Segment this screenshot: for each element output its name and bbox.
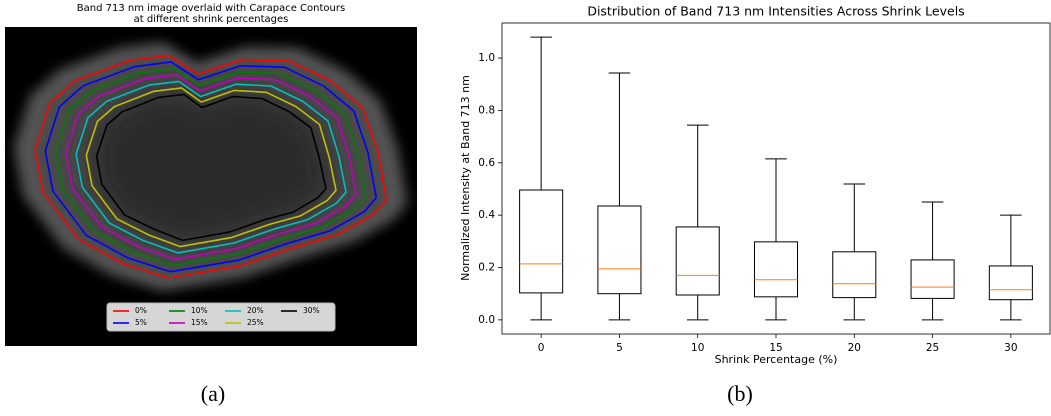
- y-tick-label: 0.6: [478, 157, 495, 169]
- x-tick-label: 30: [1004, 342, 1017, 354]
- panel-a-title: at different shrink percentages: [134, 14, 289, 25]
- contour: [44, 61, 378, 273]
- x-tick-label: 5: [616, 342, 623, 354]
- x-axis-label: Shrink Percentage (%): [715, 353, 838, 366]
- shell-inner: [88, 89, 335, 246]
- contour: [34, 54, 388, 279]
- y-tick-label: 0.4: [478, 209, 495, 221]
- box: [910, 259, 955, 299]
- contour: [85, 87, 337, 248]
- legend-box: [106, 302, 336, 332]
- box: [519, 189, 564, 294]
- x-tick-label: 20: [848, 342, 861, 354]
- panel-b-title: Distribution of Band 713 nm Intensities …: [587, 4, 964, 19]
- x-tick-label: 25: [926, 342, 939, 354]
- legend-label: 10%: [191, 306, 208, 315]
- contour: [75, 80, 347, 254]
- plot: 0.0 0.2 0.4 0.6 0.8 1.0 0 5 10 15 20 25 30: [478, 22, 1051, 354]
- legend-label: 15%: [191, 318, 208, 327]
- y-tick-label: 0.2: [478, 262, 495, 274]
- contour: [95, 93, 327, 242]
- y-axis-label: Normalized Intensity at Band 713 nm: [459, 75, 472, 281]
- legend-label: 5%: [135, 318, 147, 327]
- box: [753, 241, 799, 298]
- caption: (b): [727, 381, 753, 406]
- x-tick-label: 10: [691, 342, 704, 354]
- box: [597, 205, 642, 295]
- y-tick-label: 1.0: [478, 52, 495, 64]
- contour: [65, 74, 357, 260]
- legend-label: 30%: [303, 306, 320, 315]
- box: [675, 226, 720, 296]
- legend-label: 20%: [247, 306, 264, 315]
- y-tick-label: 0.8: [478, 104, 495, 116]
- box: [832, 251, 877, 299]
- panel-a-title: Band 713 nm image overlaid with Carapace…: [77, 3, 345, 14]
- image: 0% 5% 10% 15% 20% 25% 30%: [13, 42, 408, 332]
- box: [988, 265, 1033, 301]
- legend-label: 25%: [247, 318, 264, 327]
- y-tick-label: 0.0: [478, 314, 495, 326]
- legend-label: 0%: [135, 306, 147, 315]
- x-tick-label: 0: [538, 342, 545, 354]
- legend: 0% 5% 10% 15% 20% 25% 30%: [106, 302, 336, 332]
- x-tick-label: 15: [769, 342, 782, 354]
- caption: (a): [201, 381, 225, 406]
- contour: [54, 67, 367, 267]
